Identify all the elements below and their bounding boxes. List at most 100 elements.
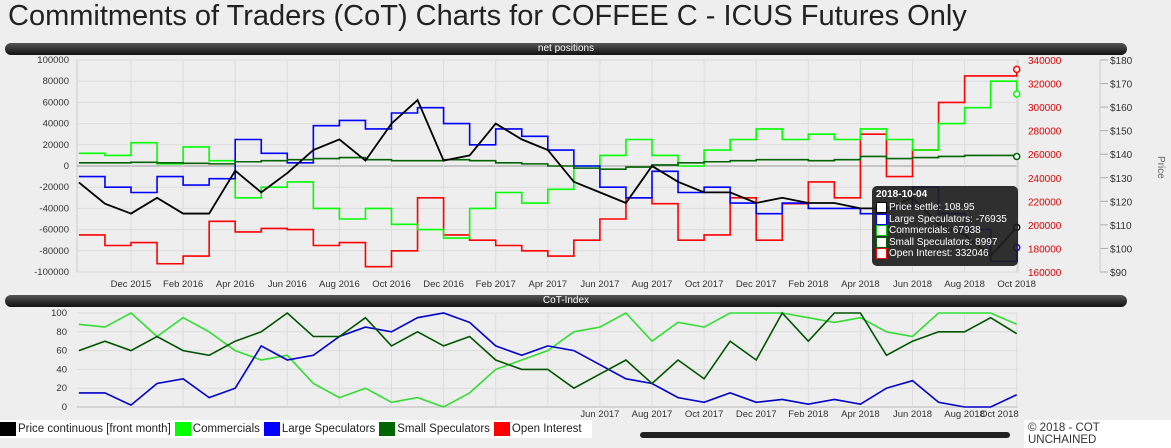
legend-item[interactable]: Large Speculators xyxy=(263,422,375,436)
x-tick-label: Oct 2017 xyxy=(685,279,724,290)
price-tick-label: $90 xyxy=(1110,268,1127,279)
series-swatch xyxy=(876,236,887,248)
y-tick-label: -100000 xyxy=(34,267,69,278)
y-tick-label: 100 xyxy=(51,308,67,319)
x-tick-label: Dec 2017 xyxy=(736,409,777,420)
tooltip-label: Commercials: 67938 xyxy=(889,225,981,237)
y-tick-label: -40000 xyxy=(39,203,69,214)
oi-tick-label: 260000 xyxy=(1028,150,1062,161)
tooltip-date: 2018-10-04 xyxy=(876,189,928,200)
tooltip-row: Commercials: 67938 xyxy=(876,225,1014,237)
x-tick-label: Aug 2017 xyxy=(632,409,673,420)
x-tick-label: Jun 2016 xyxy=(268,279,307,290)
oi-tick-label: 300000 xyxy=(1028,103,1062,114)
y-tick-label: 20000 xyxy=(43,140,69,151)
y-tick-label: 0 xyxy=(64,161,69,172)
tooltip-label: Large Speculators: -76935 xyxy=(889,213,1007,225)
oi-tick-label: 280000 xyxy=(1028,127,1062,138)
x-tick-label: Apr 2017 xyxy=(529,279,568,290)
x-tick-label: Oct 2016 xyxy=(372,279,411,290)
copyright: © 2018 - COT UNCHAINED xyxy=(1024,420,1171,448)
tooltip: 2018-10-04 Price settle: 108.95 Large Spe… xyxy=(872,186,1018,266)
x-tick-label: Aug 2018 xyxy=(944,279,985,290)
x-tick-label: Aug 2016 xyxy=(319,279,360,290)
tooltip-label: Small Speculators: 8997 xyxy=(889,236,998,248)
legend-label: Small Speculators xyxy=(397,423,490,435)
x-tick-label: Apr 2016 xyxy=(216,279,255,290)
legend-swatch xyxy=(379,422,396,436)
legend-label: Commercials xyxy=(192,423,260,435)
x-tick-label: Jun 2017 xyxy=(580,409,619,420)
price-tick-label: $170 xyxy=(1110,80,1133,91)
oi-tick-label: 180000 xyxy=(1028,244,1062,255)
x-tick-label: Feb 2017 xyxy=(476,279,516,290)
oi-tick-label: 340000 xyxy=(1028,56,1062,67)
y-tick-label: 20 xyxy=(56,383,67,394)
series-small-speculators xyxy=(78,154,1018,170)
net-positions-header: net positions xyxy=(5,43,1127,55)
legend-item[interactable]: Open Interest xyxy=(493,422,582,436)
cot-index-small-speculators xyxy=(78,311,1018,390)
x-tick-label: Dec 2016 xyxy=(423,279,464,290)
legend-item[interactable]: Price continuous [front month] xyxy=(0,422,171,436)
cot-index-large-speculators xyxy=(78,312,1018,408)
y-tick-label: -60000 xyxy=(39,225,69,236)
price-tick-label: $160 xyxy=(1110,103,1133,114)
oi-tick-label: 320000 xyxy=(1028,80,1062,91)
x-tick-label: Oct 2018 xyxy=(997,279,1036,290)
last-point-marker xyxy=(1012,65,1021,74)
last-point-marker xyxy=(1012,90,1021,98)
x-tick-label: Dec 2017 xyxy=(736,279,777,290)
navigator-bar[interactable] xyxy=(640,432,1010,438)
x-tick-label: Jun 2018 xyxy=(893,279,932,290)
price-axis-title: Price xyxy=(1155,156,1166,179)
legend-item[interactable]: Commercials xyxy=(174,422,260,436)
price-tick-label: $100 xyxy=(1110,244,1133,255)
legend-label: Price continuous [front month] xyxy=(18,423,171,435)
cot-index-commercials xyxy=(78,312,1018,408)
y-tick-label: 100000 xyxy=(37,55,69,66)
x-tick-label: Aug 2017 xyxy=(632,279,673,290)
price-tick-label: $150 xyxy=(1110,127,1133,138)
series-swatch xyxy=(876,213,887,225)
price-tick-label: $180 xyxy=(1110,56,1133,67)
tooltip-row: Price settle: 108.95 xyxy=(876,202,1014,214)
series-swatch xyxy=(876,225,887,237)
oi-tick-label: 220000 xyxy=(1028,197,1062,208)
y-tick-label: 60 xyxy=(56,346,67,357)
tooltip-row: Large Speculators: -76935 xyxy=(876,213,1014,226)
x-tick-label: Apr 2018 xyxy=(841,279,880,290)
tooltip-row: Open Interest: 332046 xyxy=(876,248,1014,260)
price-tick-label: $120 xyxy=(1110,197,1133,208)
x-tick-label: Feb 2016 xyxy=(163,279,203,290)
tooltip-label: Price settle: 108.95 xyxy=(889,202,975,214)
legend: Price continuous [front month] Commercial… xyxy=(0,420,592,438)
page-title: Commitments of Traders (CoT) Charts for … xyxy=(8,0,967,32)
y-tick-label: -80000 xyxy=(39,246,69,257)
y-tick-label: 40 xyxy=(56,364,67,375)
tooltip-label: Open Interest: 332046 xyxy=(889,248,989,260)
oi-tick-label: 240000 xyxy=(1028,174,1062,185)
price-tick-label: $130 xyxy=(1110,174,1133,185)
series-swatch xyxy=(876,248,887,260)
price-tick-label: $140 xyxy=(1110,150,1133,161)
legend-item[interactable]: Small Speculators xyxy=(379,422,490,436)
legend-swatch xyxy=(174,422,191,436)
x-tick-label: Jun 2018 xyxy=(893,409,932,420)
y-tick-label: 80000 xyxy=(43,76,69,87)
last-point-marker xyxy=(1012,152,1021,161)
y-tick-label: 80 xyxy=(56,327,67,338)
cot-index-header: CoT-Index xyxy=(5,295,1127,307)
y-tick-label: 40000 xyxy=(43,119,69,130)
x-tick-label: Dec 2015 xyxy=(111,279,152,290)
legend-swatch xyxy=(0,422,16,436)
x-tick-label: Feb 2018 xyxy=(788,279,828,290)
price-tick-label: $110 xyxy=(1110,221,1132,232)
x-tick-label: Apr 2018 xyxy=(841,409,880,420)
legend-swatch xyxy=(493,422,510,436)
cot-chart: 100000800006000040000200000-20000-40000-… xyxy=(34,55,1166,420)
series-commercials xyxy=(78,80,1018,239)
x-tick-label: Oct 2018 xyxy=(980,409,1019,420)
legend-swatch xyxy=(263,422,280,436)
oi-tick-label: 160000 xyxy=(1028,268,1062,279)
